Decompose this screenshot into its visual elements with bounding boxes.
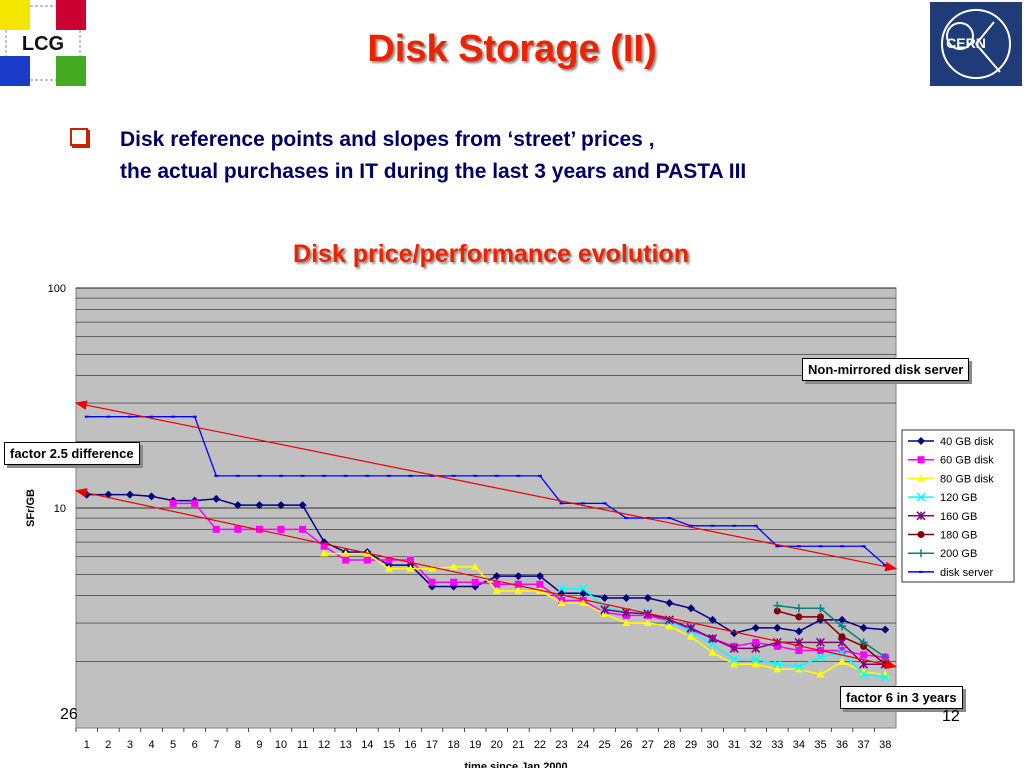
x-tick-label: 17 xyxy=(426,739,438,751)
x-tick-label: 27 xyxy=(642,739,654,751)
y-tick-label: 10 xyxy=(54,503,66,515)
legend-label-120-gb: 120 GB xyxy=(940,492,977,504)
bullet-text-line2: the actual purchases in IT during the la… xyxy=(120,160,747,183)
x-tick-label: 4 xyxy=(148,739,154,751)
page-number: 12 xyxy=(942,708,960,725)
x-tick-label: 15 xyxy=(383,739,395,751)
annotation-factor-6: factor 6 in 3 years xyxy=(840,686,963,709)
x-tick-label: 8 xyxy=(235,739,241,751)
data-point-60-gb-disk xyxy=(428,578,436,586)
legend-marker-200-gb xyxy=(917,549,925,558)
legend-marker-80-gb-disk xyxy=(917,474,925,482)
data-point-60-gb-disk xyxy=(795,647,803,655)
legend-label-160-gb: 160 GB xyxy=(940,511,977,523)
x-tick-label: 7 xyxy=(213,739,219,751)
y-tick-label: 100 xyxy=(48,283,66,295)
x-tick-label: 5 xyxy=(170,739,176,751)
data-point-80-gb-disk xyxy=(816,670,825,678)
x-tick-label: 18 xyxy=(448,739,460,751)
data-point-60-gb-disk xyxy=(363,556,371,564)
data-point-180-gb xyxy=(838,633,846,641)
y-axis-label: SFr/GB xyxy=(25,489,37,527)
legend-label-80-gb-disk: 80 GB disk xyxy=(940,473,994,485)
data-point-120-gb xyxy=(880,672,890,682)
x-tick-label: 2 xyxy=(105,739,111,751)
x-tick-label: 12 xyxy=(318,739,330,751)
legend-label-60-gb-disk: 60 GB disk xyxy=(940,455,994,467)
x-tick-label: 36 xyxy=(836,739,848,751)
legend-marker-160-gb xyxy=(916,511,926,521)
x-tick-label: 16 xyxy=(404,739,416,751)
x-tick-label: 14 xyxy=(361,739,373,751)
x-tick-label: 20 xyxy=(491,739,503,751)
x-tick-label: 31 xyxy=(728,739,740,751)
slide-title: Disk Storage (II) xyxy=(367,28,657,70)
data-point-60-gb-disk xyxy=(860,651,868,659)
x-tick-label: 11 xyxy=(297,739,308,751)
data-point-60-gb-disk xyxy=(169,499,177,507)
x-tick-label: 26 xyxy=(620,739,632,751)
data-point-60-gb-disk xyxy=(299,525,307,533)
data-point-60-gb-disk xyxy=(514,580,522,588)
trend-line xyxy=(74,488,898,670)
footer-date: 26 xyxy=(60,706,78,723)
data-point-60-gb-disk xyxy=(212,525,220,533)
x-tick-label: 3 xyxy=(127,739,133,751)
x-axis-label: time since Jan 2000 xyxy=(464,761,567,768)
x-tick-label: 34 xyxy=(793,739,805,751)
annotation-non-mirrored: Non-mirrored disk server xyxy=(802,358,970,381)
legend-label-40-gb-disk: 40 GB disk xyxy=(940,436,994,448)
legend-marker-120-gb xyxy=(916,492,926,502)
legend-marker-40-gb-disk xyxy=(917,437,925,445)
x-tick-label: 37 xyxy=(858,739,870,751)
x-tick-label: 21 xyxy=(512,739,524,751)
data-point-180-gb xyxy=(816,613,824,621)
x-tick-label: 32 xyxy=(750,739,762,751)
x-tick-label: 29 xyxy=(685,739,697,751)
lcg-logo-text: LCG xyxy=(22,33,64,55)
bullet-text-line1: Disk reference points and slopes from ‘s… xyxy=(120,128,655,151)
legend-marker-180-gb xyxy=(917,531,925,538)
x-tick-label: 1 xyxy=(84,739,90,751)
x-tick-label: 9 xyxy=(256,739,262,751)
legend-label-200-gb: 200 GB xyxy=(940,548,977,560)
x-tick-label: 30 xyxy=(706,739,718,751)
x-tick-label: 33 xyxy=(771,739,783,751)
x-tick-label: 38 xyxy=(879,739,891,751)
data-point-180-gb xyxy=(795,613,803,621)
data-point-60-gb-disk xyxy=(342,556,350,564)
data-point-60-gb-disk xyxy=(277,525,285,533)
legend-marker-60-gb-disk xyxy=(917,456,925,464)
bullet-square-icon xyxy=(70,128,88,146)
annotation-factor-2-5: factor 2.5 difference xyxy=(4,442,140,465)
x-tick-label: 6 xyxy=(192,739,198,751)
chart-title: Disk price/performance evolution xyxy=(293,240,689,268)
x-tick-label: 24 xyxy=(577,739,589,751)
data-point-60-gb-disk xyxy=(450,578,458,586)
x-tick-label: 35 xyxy=(814,739,826,751)
x-tick-label: 10 xyxy=(275,739,287,751)
cern-logo: CERN xyxy=(930,2,1022,86)
legend-label-disk-server: disk server xyxy=(940,567,994,579)
x-tick-label: 28 xyxy=(663,739,675,751)
legend-label-180-gb: 180 GB xyxy=(940,530,977,542)
x-tick-label: 13 xyxy=(340,739,352,751)
data-point-120-gb xyxy=(859,670,869,680)
cern-logo-text: CERN xyxy=(946,35,986,51)
lcg-logo: LCG xyxy=(0,0,86,86)
data-point-60-gb-disk xyxy=(536,580,544,588)
data-point-60-gb-disk xyxy=(234,525,242,533)
x-tick-label: 23 xyxy=(555,739,567,751)
x-tick-label: 25 xyxy=(599,739,611,751)
data-point-60-gb-disk xyxy=(471,578,479,586)
data-point-60-gb-disk xyxy=(191,499,199,507)
x-tick-label: 22 xyxy=(534,739,546,751)
x-tick-label: 19 xyxy=(469,739,481,751)
